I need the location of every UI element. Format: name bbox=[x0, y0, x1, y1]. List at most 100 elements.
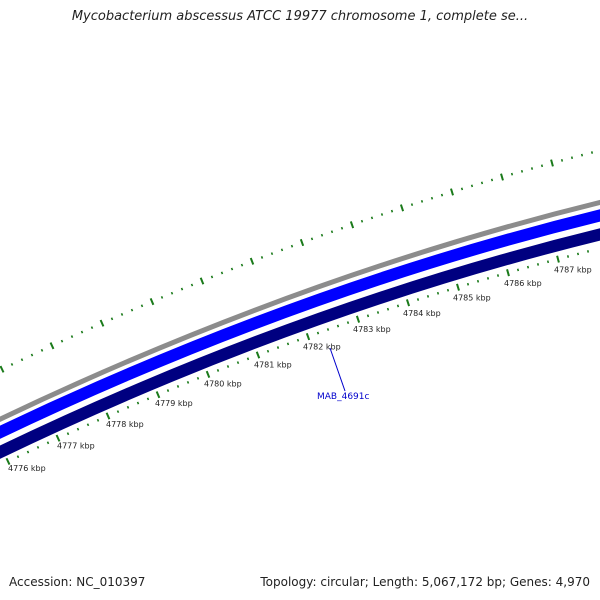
inner-tick-minor bbox=[266, 349, 270, 353]
scale-label: 4779 kbp bbox=[155, 399, 193, 408]
inner-tick-minor bbox=[146, 397, 150, 401]
inner-tick-minor bbox=[136, 401, 140, 405]
outer-tick-minor bbox=[80, 330, 84, 334]
inner-tick-minor bbox=[446, 288, 450, 292]
outer-tick-minor bbox=[410, 203, 414, 207]
outer-tick-minor bbox=[420, 200, 424, 203]
outer-tick-minor bbox=[240, 263, 244, 267]
inner-tick-minor bbox=[416, 298, 420, 301]
inner-tick-major bbox=[506, 269, 510, 277]
inner-tick-minor bbox=[496, 274, 500, 277]
scale-label: 4782 kbp bbox=[303, 342, 341, 351]
scale-label: 4781 kbp bbox=[254, 360, 292, 369]
outer-tick-minor bbox=[290, 244, 294, 248]
inner-tick-minor bbox=[166, 389, 170, 392]
outer-tick-major bbox=[49, 342, 55, 350]
outer-tick-major bbox=[299, 238, 305, 247]
inner-tick-major bbox=[5, 457, 11, 465]
inner-tick-minor bbox=[66, 432, 70, 436]
outer-tick-major bbox=[199, 277, 205, 285]
inner-tick-minor bbox=[466, 282, 470, 286]
outer-tick-minor bbox=[520, 169, 524, 173]
outer-tick-minor bbox=[570, 156, 574, 160]
outer-tick-minor bbox=[560, 158, 564, 162]
outer-tick-minor bbox=[440, 193, 444, 197]
map-title: Mycobacterium abscessus ATCC 19977 chrom… bbox=[71, 9, 529, 24]
inner-tick-major bbox=[255, 351, 261, 359]
inner-tick-major bbox=[55, 434, 61, 442]
inner-tick-minor bbox=[516, 268, 520, 272]
outer-tick-minor bbox=[140, 304, 144, 308]
inner-tick-major bbox=[155, 391, 161, 399]
inner-tick-minor bbox=[276, 346, 280, 349]
outer-tick-minor bbox=[130, 308, 134, 312]
outer-tick-major bbox=[500, 173, 504, 181]
outer-tick-minor bbox=[580, 153, 584, 157]
outer-tick-major bbox=[0, 365, 5, 373]
inner-tick-minor bbox=[386, 307, 390, 311]
inner-tick-minor bbox=[346, 321, 350, 324]
scale-label: 4776 kbp bbox=[8, 464, 46, 473]
inner-tick-minor bbox=[36, 445, 40, 449]
scale-label: 4778 kbp bbox=[106, 420, 144, 429]
outer-tick-minor bbox=[380, 213, 384, 216]
outer-tick-minor bbox=[340, 226, 344, 230]
inner-tick-minor bbox=[316, 331, 320, 335]
gene-label-mab-4691c[interactable]: MAB_4691c bbox=[317, 392, 370, 402]
inner-tick-minor bbox=[366, 314, 370, 318]
outer-tick-major bbox=[550, 159, 554, 167]
inner-tick-major bbox=[456, 283, 460, 291]
outer-tick-major bbox=[249, 257, 255, 265]
outer-tick-minor bbox=[20, 358, 24, 362]
inner-tick-minor bbox=[46, 441, 50, 445]
outer-tick-minor bbox=[260, 256, 264, 259]
inner-tick-major bbox=[355, 315, 361, 323]
inner-tick-minor bbox=[586, 250, 590, 253]
inner-tick-minor bbox=[86, 423, 90, 427]
forward-gene-track[interactable] bbox=[0, 209, 600, 439]
outer-tick-minor bbox=[270, 252, 274, 256]
inner-tick-minor bbox=[116, 410, 120, 414]
inner-tick-minor bbox=[176, 385, 180, 388]
inner-tick-minor bbox=[16, 455, 20, 459]
outer-tick-minor bbox=[160, 295, 164, 299]
outer-tick-minor bbox=[170, 291, 174, 295]
outer-tick-minor bbox=[430, 196, 434, 200]
gene-annotation[interactable]: MAB_4691c bbox=[317, 347, 370, 402]
outer-tick-minor bbox=[90, 326, 94, 330]
inner-tick-minor bbox=[226, 365, 230, 368]
inner-tick-minor bbox=[196, 376, 200, 380]
inner-tick-minor bbox=[526, 265, 530, 269]
scale-labels: 4776 kbp 4777 kbp 4778 kbp 4779 kbp 4780 kbp… bbox=[8, 266, 592, 473]
outer-tick-minor bbox=[310, 237, 314, 241]
inner-tick-minor bbox=[96, 418, 100, 422]
scale-label: 4784 kbp bbox=[403, 309, 441, 318]
outer-tick-minor bbox=[110, 317, 114, 321]
outer-tick-major bbox=[99, 319, 105, 327]
outer-tick-minor bbox=[60, 339, 64, 343]
outer-tick-minor bbox=[370, 216, 374, 220]
outer-ring bbox=[0, 199, 600, 423]
outer-tick-minor bbox=[480, 181, 484, 185]
inner-tick-minor bbox=[126, 405, 130, 409]
inner-tick-minor bbox=[246, 357, 250, 361]
outer-tick-minor bbox=[460, 187, 464, 191]
outer-tick-major bbox=[450, 188, 454, 196]
genome-summary: Topology: circular; Length: 5,067,172 bp… bbox=[260, 575, 590, 589]
inner-tick-minor bbox=[536, 263, 540, 266]
scale-label: 4787 kbp bbox=[554, 266, 592, 275]
outer-tick-minor bbox=[230, 267, 234, 271]
inner-tick-minor bbox=[286, 342, 290, 346]
gene-label-connector bbox=[329, 347, 346, 392]
outer-tick-minor bbox=[540, 164, 544, 168]
accession-text: Accession: NC_010397 bbox=[9, 575, 146, 589]
outer-tick-minor bbox=[10, 363, 14, 366]
reverse-gene-track[interactable] bbox=[0, 228, 600, 459]
scale-label: 4786 kbp bbox=[504, 279, 542, 288]
outer-tick-marks bbox=[0, 151, 594, 373]
scale-label: 4780 kbp bbox=[204, 379, 242, 388]
outer-tick-minor bbox=[210, 275, 214, 279]
inner-tick-minor bbox=[76, 427, 80, 431]
outer-tick-minor bbox=[320, 233, 324, 237]
